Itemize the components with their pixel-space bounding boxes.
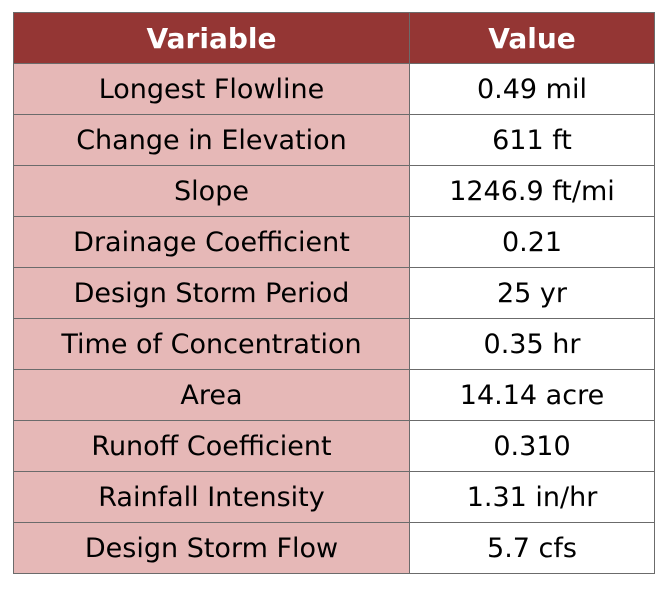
value-cell: 14.14 acre: [409, 369, 655, 421]
table-row: Longest Flowline 0.49 mil: [13, 63, 655, 115]
column-header-variable: Variable: [13, 12, 410, 64]
variable-cell: Change in Elevation: [13, 114, 410, 166]
value-cell: 25 yr: [409, 267, 655, 319]
table-row: Design Storm Period 25 yr: [13, 267, 655, 319]
table-row: Time of Concentration 0.35 hr: [13, 318, 655, 370]
value-cell: 0.21: [409, 216, 655, 268]
variable-cell: Longest Flowline: [13, 63, 410, 115]
table-row: Slope 1246.9 ft/mi: [13, 165, 655, 217]
table-row: Area 14.14 acre: [13, 369, 655, 421]
variable-cell: Runoff Coefficient: [13, 420, 410, 472]
value-cell: 0.310: [409, 420, 655, 472]
variables-table: Variable Value Longest Flowline 0.49 mil…: [13, 12, 655, 574]
value-cell: 0.49 mil: [409, 63, 655, 115]
variable-cell: Design Storm Flow: [13, 522, 410, 574]
table-header-row: Variable Value: [13, 12, 655, 64]
value-cell: 5.7 cfs: [409, 522, 655, 574]
table-row: Runoff Coefficient 0.310: [13, 420, 655, 472]
variable-cell: Time of Concentration: [13, 318, 410, 370]
value-cell: 611 ft: [409, 114, 655, 166]
value-cell: 0.35 hr: [409, 318, 655, 370]
variable-cell: Area: [13, 369, 410, 421]
variable-cell: Drainage Coefficient: [13, 216, 410, 268]
value-cell: 1.31 in/hr: [409, 471, 655, 523]
table-row: Rainfall Intensity 1.31 in/hr: [13, 471, 655, 523]
variable-cell: Rainfall Intensity: [13, 471, 410, 523]
table-row: Design Storm Flow 5.7 cfs: [13, 522, 655, 574]
table-row: Change in Elevation 611 ft: [13, 114, 655, 166]
variable-cell: Design Storm Period: [13, 267, 410, 319]
variable-cell: Slope: [13, 165, 410, 217]
table-row: Drainage Coefficient 0.21: [13, 216, 655, 268]
value-cell: 1246.9 ft/mi: [409, 165, 655, 217]
column-header-value: Value: [409, 12, 655, 64]
